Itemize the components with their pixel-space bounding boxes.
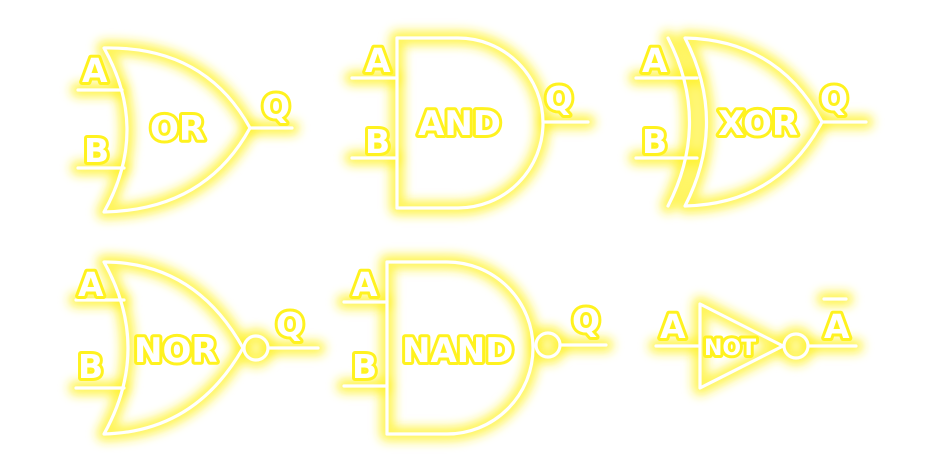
nand-gate-body [385,260,535,436]
xor-gate-input-a-label: A [642,41,668,80]
xor-gate-body [683,36,824,208]
and-gate: A B Q AND [344,30,596,216]
nor-gate-name: NOR [134,331,218,371]
and-gate-input-a-label: A [365,41,391,80]
not-gate: A A NOT [648,291,864,396]
nand-gate: A B Q NAND [336,254,614,442]
nand-gate-output-label: Q [572,301,600,340]
nor-gate-body [102,260,245,436]
xor-gate-output-label: Q [820,79,848,118]
and-gate-output-label: Q [545,79,573,118]
nor-gate: A B Q NOR [68,254,326,442]
or-gate: A B Q OR [70,40,300,220]
nor-gate-input-b-label: B [78,347,103,386]
nand-gate-input-b-label: B [352,347,377,386]
not-gate-name: NOT [704,336,756,361]
nand-gate-input-a-label: A [352,265,378,304]
nand-gate-name: NAND [402,331,513,371]
xor-gate: A B Q XOR [628,30,874,214]
xor-gate-name: XOR [718,104,798,144]
or-gate-input-a-label: A [82,51,108,90]
nor-gate-output-label: Q [276,305,304,344]
or-gate-name: OR [150,109,205,149]
nor-gate-input-a-label: A [78,265,104,304]
and-gate-name: AND [418,104,501,144]
or-gate-output-label: Q [262,87,290,126]
not-gate-input-label: A [660,307,686,346]
and-gate-input-b-label: B [365,122,390,161]
or-gate-body [102,46,252,214]
and-gate-body [395,36,545,210]
or-gate-input-b-label: B [84,131,109,170]
xor-gate-extra-curve [666,36,692,208]
xor-gate-input-b-label: B [642,122,667,161]
not-gate-output-label: A [824,307,850,346]
